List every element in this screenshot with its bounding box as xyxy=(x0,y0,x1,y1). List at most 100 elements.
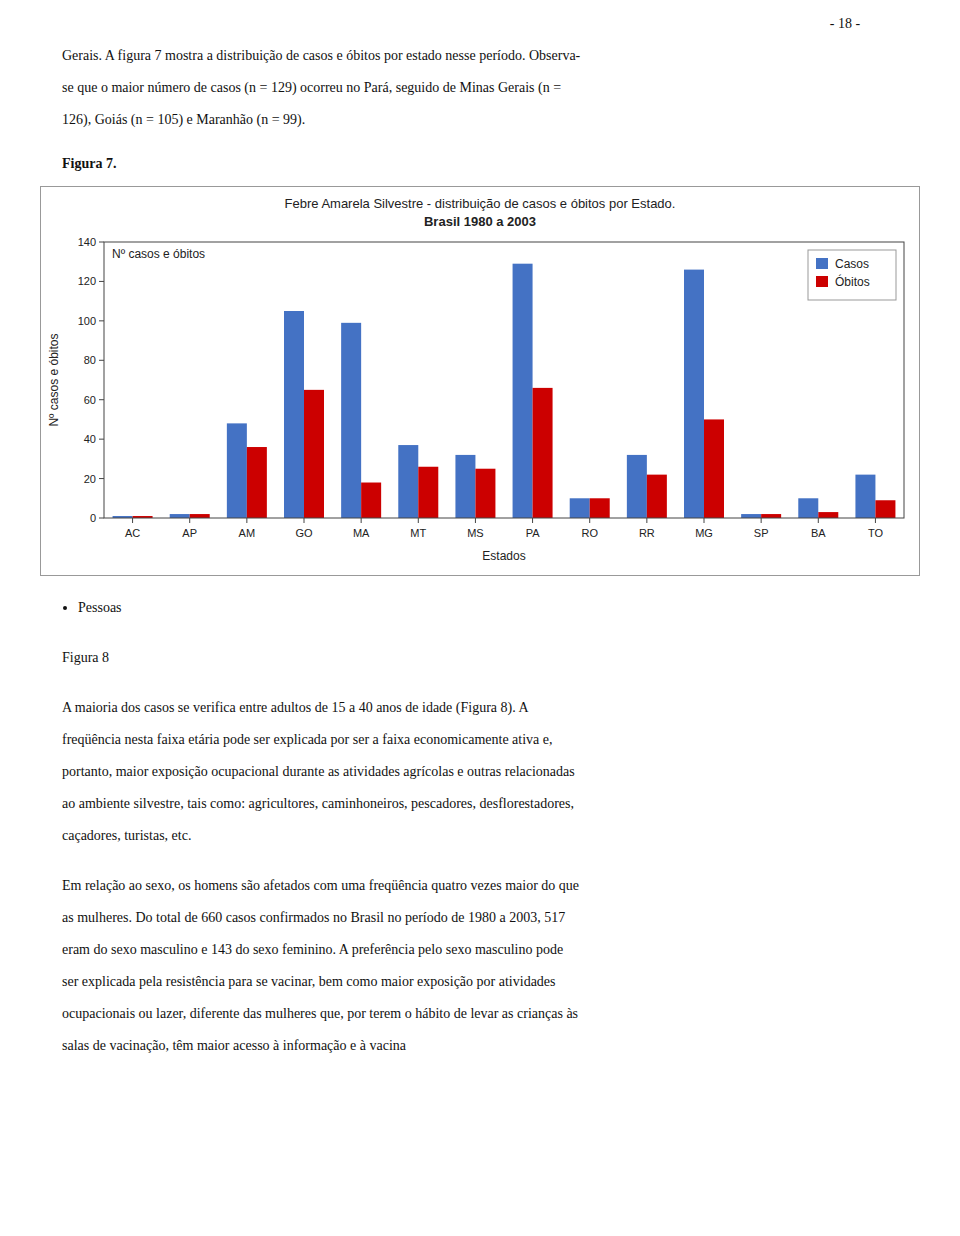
y-tick xyxy=(99,360,104,361)
bar xyxy=(247,447,267,518)
y-tick xyxy=(99,242,104,243)
x-tick xyxy=(589,518,590,523)
x-tick-label: AM xyxy=(239,527,256,539)
bar xyxy=(398,445,418,518)
x-tick xyxy=(475,518,476,523)
bar xyxy=(227,423,247,518)
x-tick-label: MG xyxy=(695,527,713,539)
x-tick xyxy=(818,518,819,523)
inner-label: Nº casos e óbitos xyxy=(112,247,205,261)
x-tick xyxy=(532,518,533,523)
x-tick-label: MT xyxy=(410,527,426,539)
bar xyxy=(627,455,647,518)
body-text: as mulheres. Do total de 660 casos confi… xyxy=(62,910,565,926)
y-tick xyxy=(99,478,104,479)
body-text: ser explicada pela resistência para se v… xyxy=(62,974,556,990)
legend-swatch xyxy=(816,258,828,269)
x-tick-label: AC xyxy=(125,527,140,539)
y-tick-label: 40 xyxy=(84,433,96,445)
x-tick xyxy=(189,518,190,523)
chart-border xyxy=(41,187,920,576)
legend-swatch xyxy=(816,276,828,287)
y-tick xyxy=(99,281,104,282)
x-tick-label: AP xyxy=(182,527,197,539)
legend: CasosÓbitos xyxy=(808,250,896,300)
x-tick xyxy=(646,518,647,523)
x-tick-label: SP xyxy=(754,527,769,539)
x-tick xyxy=(361,518,362,523)
y-tick-label: 60 xyxy=(84,394,96,406)
y-tick-label: 20 xyxy=(84,473,96,485)
page-number: - 18 - xyxy=(830,16,860,32)
y-tick-label: 120 xyxy=(78,275,96,287)
body-text: Em relação ao sexo, os homens são afetad… xyxy=(62,878,579,894)
bars xyxy=(113,264,896,518)
y-tick-label: 80 xyxy=(84,354,96,366)
body-text: Gerais. A figura 7 mostra a distribuição… xyxy=(62,48,580,64)
chart-subtitle: Brasil 1980 a 2003 xyxy=(424,214,536,229)
legend-label: Casos xyxy=(835,257,869,271)
bar xyxy=(513,264,533,518)
y-tick xyxy=(99,320,104,321)
y-tick xyxy=(99,518,104,519)
bar xyxy=(341,323,361,518)
bar xyxy=(741,514,761,518)
x-tick-label: BA xyxy=(811,527,826,539)
x-axis-label: Estados xyxy=(482,549,525,563)
body-text: ocupacionais ou lazer, diferente das mul… xyxy=(62,1006,578,1022)
x-tick xyxy=(704,518,705,523)
bullet-list: Pessoas xyxy=(58,600,122,616)
figure-label: Figura 8 xyxy=(62,650,109,666)
bar xyxy=(798,498,818,518)
chart: Febre Amarela Silvestre - distribuição d… xyxy=(40,186,920,576)
x-tick-label: RO xyxy=(581,527,598,539)
x-tick xyxy=(761,518,762,523)
body-text: eram do sexo masculino e 143 do sexo fem… xyxy=(62,942,563,958)
x-tick-label: MS xyxy=(467,527,484,539)
body-text: salas de vacinação, têm maior acesso à i… xyxy=(62,1038,406,1054)
bar xyxy=(684,270,704,518)
bar xyxy=(647,475,667,518)
y-axis-label: Nº casos e óbitos xyxy=(47,333,61,426)
x-tick-label: TO xyxy=(868,527,884,539)
chart-title: Febre Amarela Silvestre - distribuição d… xyxy=(285,196,676,211)
x-tick-label: MA xyxy=(353,527,370,539)
body-text: freqüência nesta faixa etária pode ser e… xyxy=(62,732,553,748)
x-tick-label: RR xyxy=(639,527,655,539)
bar xyxy=(361,483,381,518)
x-tick xyxy=(246,518,247,523)
y-tick xyxy=(99,439,104,440)
plot-frame xyxy=(104,242,904,518)
body-text: ao ambiente silvestre, tais como: agricu… xyxy=(62,796,574,812)
bar xyxy=(704,419,724,518)
bar xyxy=(818,512,838,518)
x-tick xyxy=(418,518,419,523)
body-text: A maioria dos casos se verifica entre ad… xyxy=(62,700,529,716)
body-text: caçadores, turistas, etc. xyxy=(62,828,191,844)
body-text: se que o maior número de casos (n = 129)… xyxy=(62,80,561,96)
x-tick xyxy=(304,518,305,523)
x-tick-label: GO xyxy=(295,527,313,539)
bar xyxy=(304,390,324,518)
y-tick-label: 0 xyxy=(90,512,96,524)
bar xyxy=(761,514,781,518)
bar xyxy=(190,514,210,518)
bar xyxy=(570,498,590,518)
bar xyxy=(170,514,190,518)
bar xyxy=(855,475,875,518)
y-tick-label: 140 xyxy=(78,236,96,248)
x-tick-label: PA xyxy=(526,527,541,539)
bar xyxy=(418,467,438,518)
bar xyxy=(455,455,475,518)
bar xyxy=(284,311,304,518)
figure-label: Figura 7. xyxy=(62,156,116,172)
body-text: portanto, maior exposição ocupacional du… xyxy=(62,764,575,780)
bar xyxy=(875,500,895,518)
y-tick-label: 100 xyxy=(78,315,96,327)
x-tick xyxy=(132,518,133,523)
x-tick xyxy=(875,518,876,523)
bullet-item: Pessoas xyxy=(78,600,122,616)
bar xyxy=(590,498,610,518)
bar xyxy=(533,388,553,518)
legend-box xyxy=(808,250,896,300)
